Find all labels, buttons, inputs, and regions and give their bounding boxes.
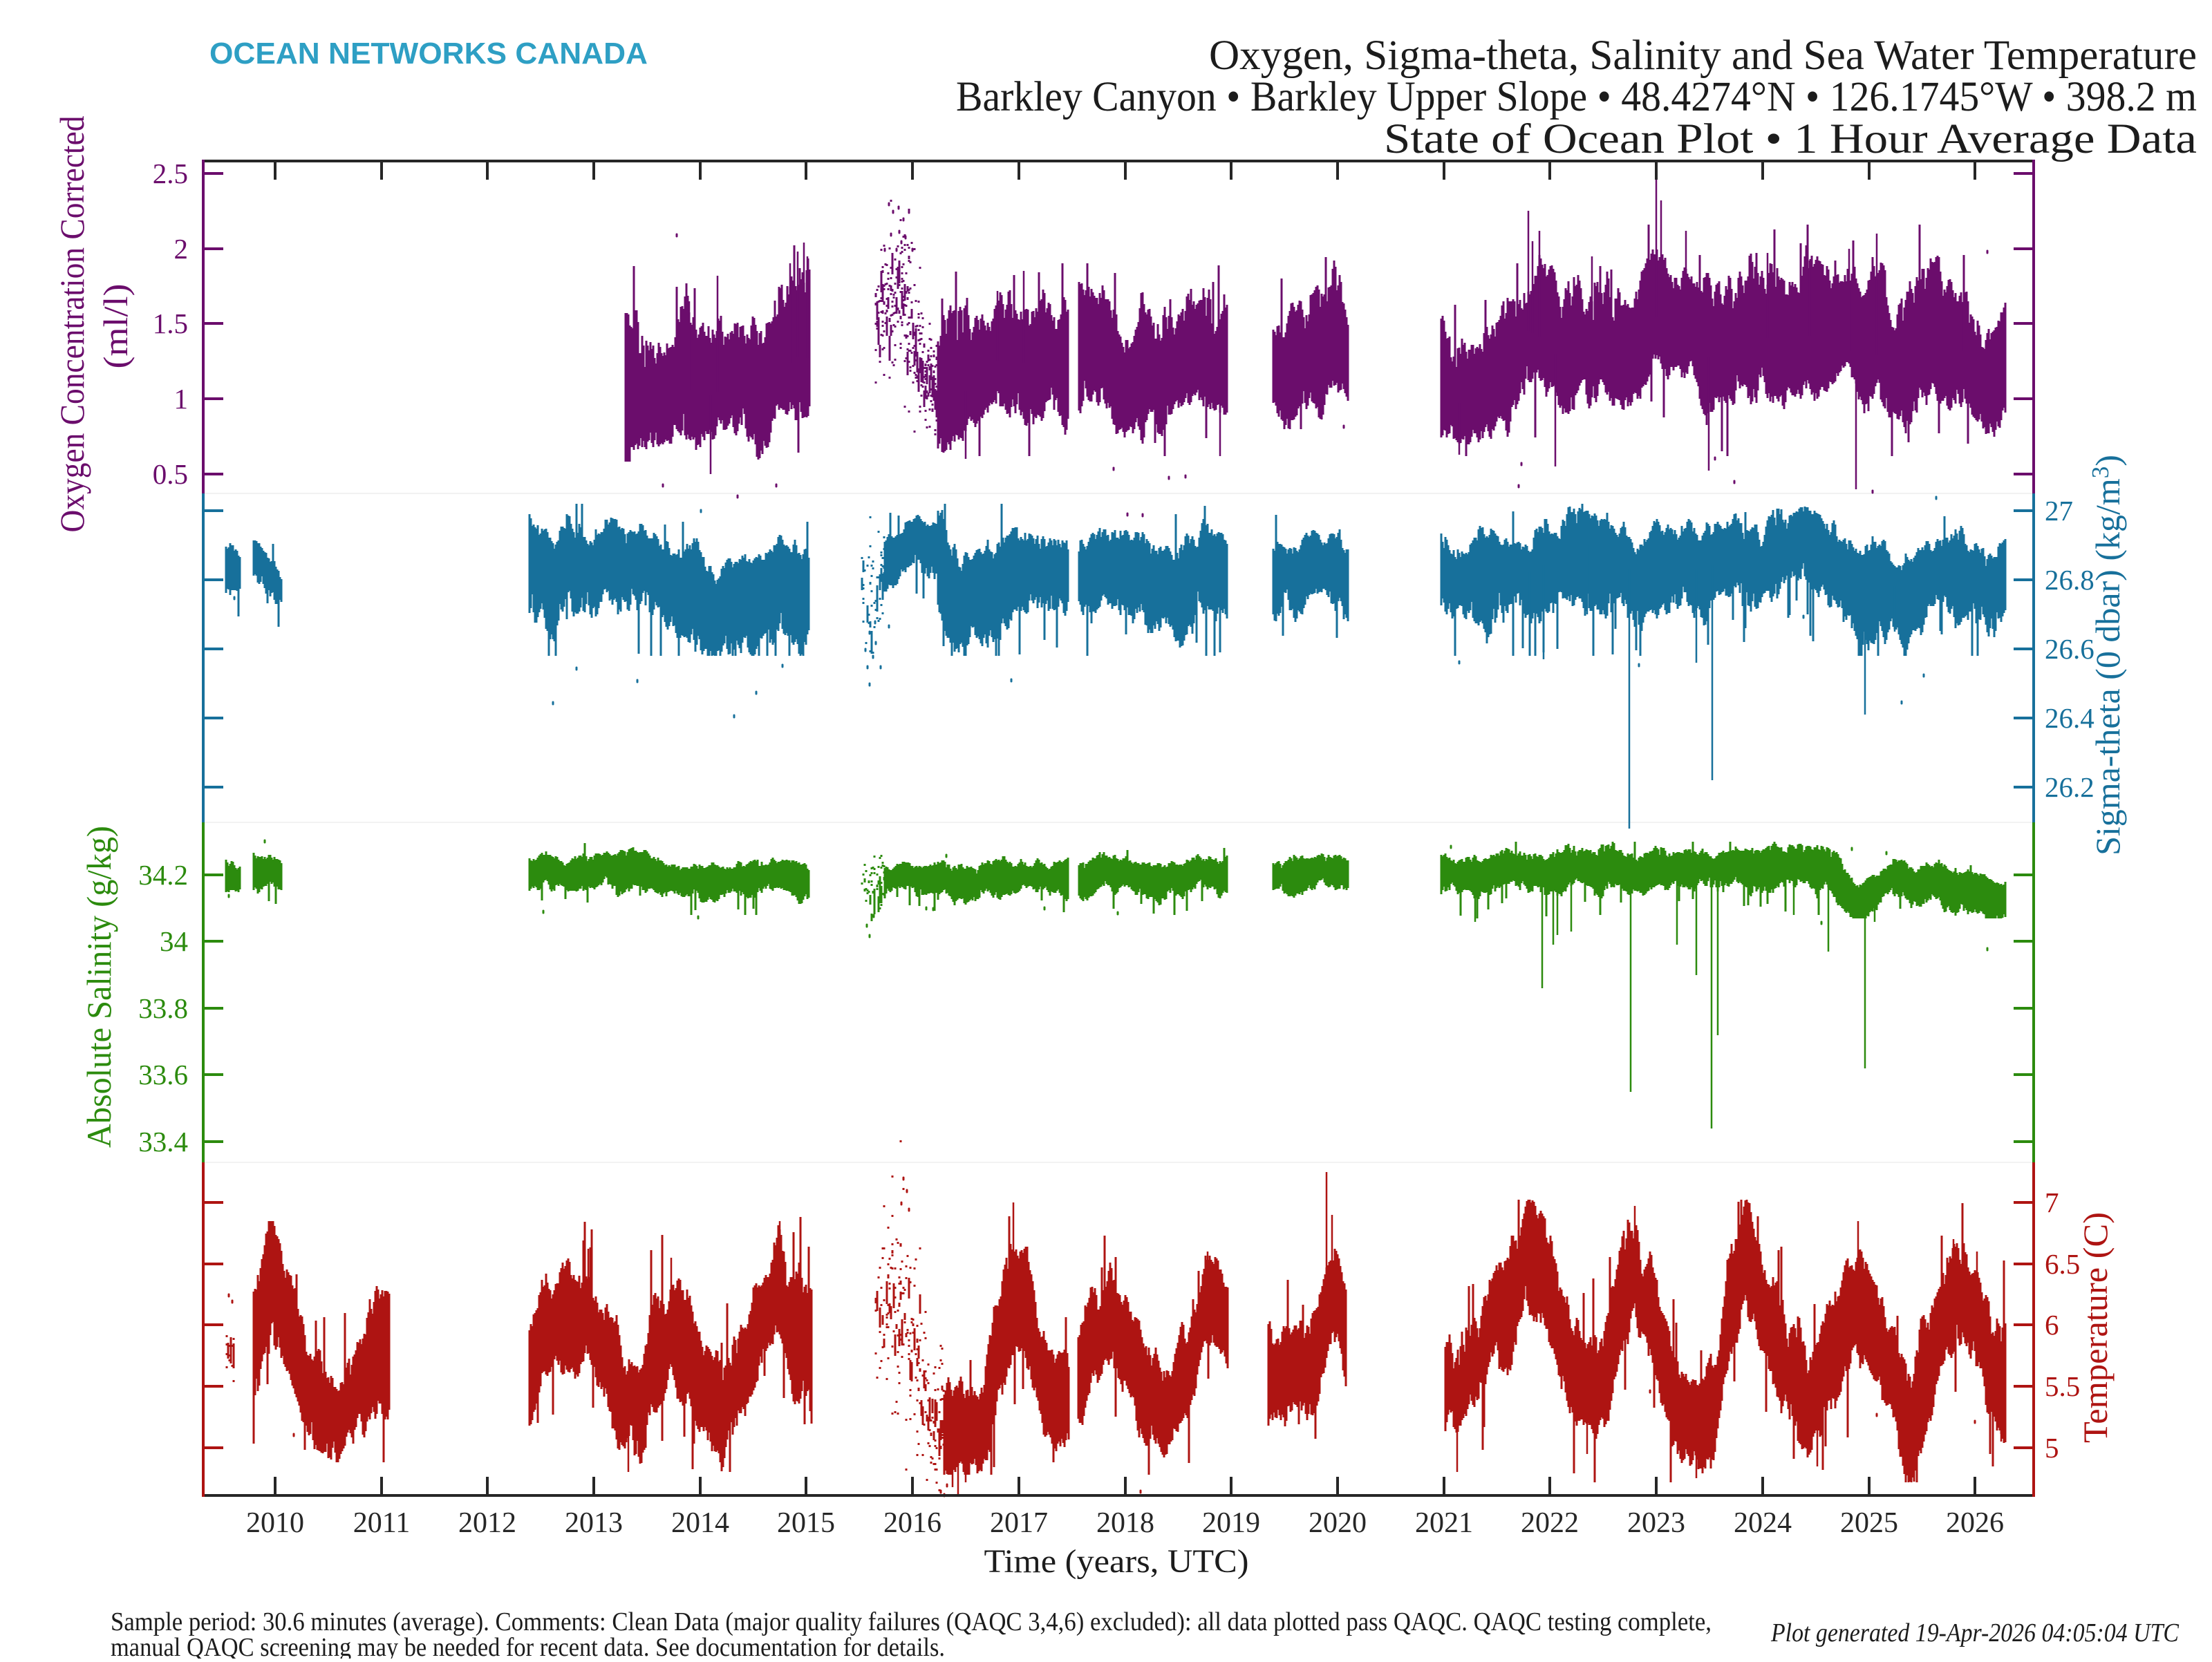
svg-text:5.5: 5.5: [2045, 1370, 2080, 1402]
svg-text:2013: 2013: [565, 1507, 623, 1539]
svg-text:2.5: 2.5: [153, 158, 188, 189]
svg-text:7: 7: [2045, 1187, 2059, 1218]
svg-text:2020: 2020: [1309, 1507, 1367, 1539]
svg-text:2010: 2010: [246, 1507, 304, 1539]
svg-text:2018: 2018: [1096, 1507, 1154, 1539]
svg-text:1: 1: [174, 383, 189, 415]
svg-text:2: 2: [174, 233, 189, 265]
svg-text:6.5: 6.5: [2045, 1248, 2080, 1280]
svg-text:5: 5: [2045, 1432, 2059, 1464]
svg-text:2026: 2026: [1946, 1507, 2004, 1539]
svg-text:Barkley Canyon • Barkley Upper: Barkley Canyon • Barkley Upper Slope • 4…: [956, 74, 2197, 120]
svg-text:(ml/l): (ml/l): [96, 284, 135, 369]
svg-text:2022: 2022: [1521, 1507, 1579, 1539]
svg-text:27: 27: [2045, 495, 2073, 527]
svg-text:2015: 2015: [777, 1507, 835, 1539]
svg-text:34: 34: [160, 925, 188, 957]
svg-text:State of Ocean Plot • 1 Hour A: State of Ocean Plot • 1 Hour Average Dat…: [1384, 116, 2197, 162]
svg-text:26.8: 26.8: [2045, 564, 2094, 596]
svg-text:26.4: 26.4: [2045, 702, 2094, 734]
svg-text:33.8: 33.8: [138, 992, 188, 1024]
svg-text:Time (years, UTC): Time (years, UTC): [984, 1543, 1249, 1580]
svg-text:6: 6: [2045, 1309, 2059, 1341]
svg-text:34.2: 34.2: [138, 859, 188, 891]
svg-text:2025: 2025: [1840, 1507, 1898, 1539]
svg-text:manual QAQC screening may be n: manual QAQC screening may be needed for …: [111, 1633, 945, 1659]
svg-text:Oxygen Concentration Corrected: Oxygen Concentration Corrected: [53, 116, 91, 533]
svg-text:2017: 2017: [990, 1507, 1048, 1539]
svg-text:Temperature (C): Temperature (C): [2076, 1212, 2115, 1443]
svg-text:2012: 2012: [458, 1507, 516, 1539]
svg-text:2014: 2014: [671, 1507, 729, 1539]
svg-text:26.2: 26.2: [2045, 771, 2094, 803]
svg-text:33.4: 33.4: [138, 1126, 188, 1158]
svg-text:2023: 2023: [1627, 1507, 1685, 1539]
svg-text:2011: 2011: [353, 1507, 410, 1539]
svg-text:2021: 2021: [1415, 1507, 1473, 1539]
svg-text:OCEAN NETWORKS CANADA: OCEAN NETWORKS CANADA: [209, 37, 648, 70]
svg-text:33.6: 33.6: [138, 1059, 188, 1090]
svg-text:2019: 2019: [1202, 1507, 1260, 1539]
svg-text:1.5: 1.5: [153, 308, 188, 339]
svg-text:Oxygen, Sigma-theta, Salinity: Oxygen, Sigma-theta, Salinity and Sea Wa…: [1209, 32, 2197, 79]
svg-text:Plot generated 19-Apr-2026 04:: Plot generated 19-Apr-2026 04:05:04 UTC: [1770, 1618, 2179, 1647]
svg-text:2016: 2016: [883, 1507, 941, 1539]
svg-text:26.6: 26.6: [2045, 633, 2094, 665]
svg-text:2024: 2024: [1734, 1507, 1792, 1539]
svg-text:Sample period: 30.6 minutes (a: Sample period: 30.6 minutes (average). C…: [111, 1607, 1712, 1636]
svg-text:0.5: 0.5: [153, 458, 188, 490]
svg-text:Absolute Salinity (g/kg): Absolute Salinity (g/kg): [79, 826, 118, 1148]
svg-text:Sigma-theta (0 dbar) (kg/m3): Sigma-theta (0 dbar) (kg/m3): [2087, 455, 2127, 856]
